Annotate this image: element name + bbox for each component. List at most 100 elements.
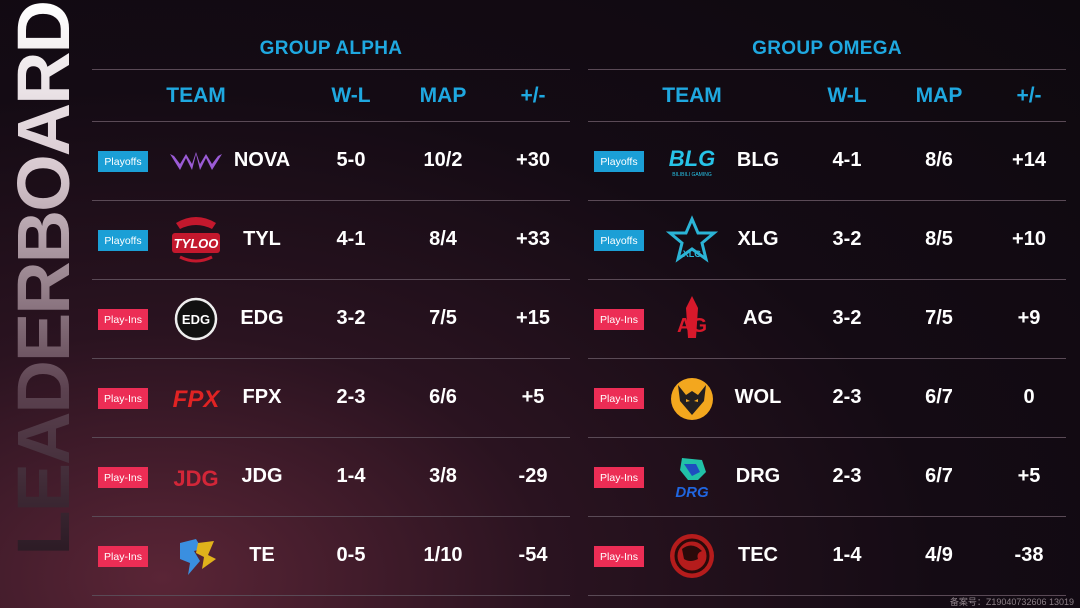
table-row: Play-Ins WOL 2-3 6/7 0 — [588, 359, 1066, 438]
map-score: 8/4 — [429, 228, 457, 250]
divider — [92, 358, 570, 359]
status-badge: Play-Ins — [594, 309, 644, 330]
status-badge: Playoffs — [98, 151, 148, 172]
team-name: DRG — [735, 465, 781, 487]
plus-minus: -54 — [518, 544, 548, 566]
win-loss: 5-0 — [336, 149, 366, 171]
divider — [588, 516, 1066, 517]
leaderboard-title-text: LEADERBOARD — [2, 2, 85, 556]
team-name: TE — [249, 544, 275, 566]
win-loss: 4-1 — [832, 149, 862, 171]
plus-minus: 0 — [1023, 386, 1035, 408]
table-row: Playoffs BLG BILIBILI GAMING BLG 4-1 8/6 … — [588, 122, 1066, 201]
status-badge: Playoffs — [594, 230, 644, 251]
map-score: 3/8 — [429, 465, 457, 487]
header-team: TEAM — [166, 84, 226, 107]
win-loss: 0-5 — [336, 544, 366, 566]
team-name: XLG — [737, 228, 779, 250]
status-badge: Play-Ins — [98, 309, 148, 330]
tec-logo — [662, 529, 722, 584]
table-row: Play-Ins FPX FPX 2-3 6/6 +5 — [92, 359, 570, 438]
team-name: AG — [743, 307, 773, 329]
map-score: 7/5 — [429, 307, 457, 329]
table-row: Play-Ins AG AG 3-2 7/5 +9 — [588, 280, 1066, 359]
win-loss: 1-4 — [336, 465, 366, 487]
divider — [92, 437, 570, 438]
table-row: Play-Ins TEC 1-4 4/9 -38 — [588, 517, 1066, 596]
divider — [588, 279, 1066, 280]
plus-minus: +9 — [1017, 307, 1041, 329]
svg-text:FPX: FPX — [173, 386, 222, 413]
xlg-logo: XLG — [662, 213, 722, 268]
blg-logo: BLG BILIBILI GAMING — [662, 134, 722, 189]
plus-minus: +10 — [1012, 228, 1046, 250]
map-score: 4/9 — [925, 544, 953, 566]
svg-text:XLG: XLG — [683, 249, 702, 259]
svg-text:BILIBILI GAMING: BILIBILI GAMING — [672, 172, 712, 178]
te-logo — [166, 529, 226, 584]
team-name: NOVA — [233, 149, 291, 171]
svg-text:DRG: DRG — [675, 484, 709, 501]
svg-text:JDG: JDG — [173, 466, 218, 491]
status-badge: Play-Ins — [594, 388, 644, 409]
win-loss: 3-2 — [832, 228, 862, 250]
map-score: 6/6 — [429, 386, 457, 408]
plus-minus: +5 — [521, 386, 545, 408]
table-row: Play-Ins JDG JDG 1-4 3/8 -29 — [92, 438, 570, 517]
group-title: GROUP ALPHA — [259, 38, 403, 59]
map-score: 1/10 — [423, 544, 463, 566]
map-score: 10/2 — [423, 149, 463, 171]
group-title: GROUP OMEGA — [752, 38, 902, 59]
plus-minus: -29 — [518, 465, 548, 487]
table-row: Playoffs TYLOO TYL 4-1 8/4 +33 — [92, 201, 570, 280]
table-row: Play-Ins DRG DRG 2-3 6/7 +5 — [588, 438, 1066, 517]
plus-minus: -38 — [1014, 544, 1044, 566]
team-name: JDG — [241, 465, 283, 487]
table-row: Play-Ins EDG EDG 3-2 7/5 +15 — [92, 280, 570, 359]
status-badge: Playoffs — [98, 230, 148, 251]
header-wl: W-L — [331, 84, 371, 107]
tylqq-logo: TYLOO — [166, 213, 226, 268]
team-name: TYL — [243, 228, 281, 250]
divider — [92, 279, 570, 280]
win-loss: 2-3 — [832, 386, 862, 408]
team-name: WOL — [734, 386, 782, 408]
plus-minus: +5 — [1017, 465, 1041, 487]
divider — [92, 595, 570, 596]
divider — [92, 121, 570, 122]
divider — [92, 69, 570, 70]
header-plus-minus: +/- — [1016, 84, 1042, 107]
win-loss: 3-2 — [832, 307, 862, 329]
status-badge: Playoffs — [594, 151, 644, 172]
plus-minus: +30 — [516, 149, 550, 171]
divider — [588, 69, 1066, 70]
nova-logo — [166, 134, 226, 189]
status-badge: Play-Ins — [594, 467, 644, 488]
team-name: FPX — [242, 386, 282, 408]
header-map: MAP — [915, 84, 963, 107]
table-row: Playoffs XLG XLG 3-2 8/5 +10 — [588, 201, 1066, 280]
header-wl: W-L — [827, 84, 867, 107]
table-row: Playoffs NOVA 5-0 10/2 +30 — [92, 122, 570, 201]
leaderboard-title: LEADERBOARD — [2, 2, 85, 602]
svg-text:EDG: EDG — [182, 312, 210, 327]
map-score: 8/5 — [925, 228, 953, 250]
status-badge: Play-Ins — [98, 546, 148, 567]
win-loss: 2-3 — [336, 386, 366, 408]
header-plus-minus: +/- — [520, 84, 546, 107]
wol-logo — [662, 371, 722, 426]
status-badge: Play-Ins — [98, 467, 148, 488]
map-score: 7/5 — [925, 307, 953, 329]
map-score: 8/6 — [925, 149, 953, 171]
divider — [588, 121, 1066, 122]
svg-text:TYLOO: TYLOO — [174, 236, 219, 251]
team-name: BLG — [736, 149, 780, 171]
divider — [92, 200, 570, 201]
win-loss: 3-2 — [336, 307, 366, 329]
jdg-logo: JDG — [166, 450, 226, 505]
status-badge: Play-Ins — [594, 546, 644, 567]
header-map: MAP — [419, 84, 467, 107]
ag-logo: AG — [662, 292, 722, 347]
team-name: TEC — [738, 544, 778, 566]
map-score: 6/7 — [925, 465, 953, 487]
